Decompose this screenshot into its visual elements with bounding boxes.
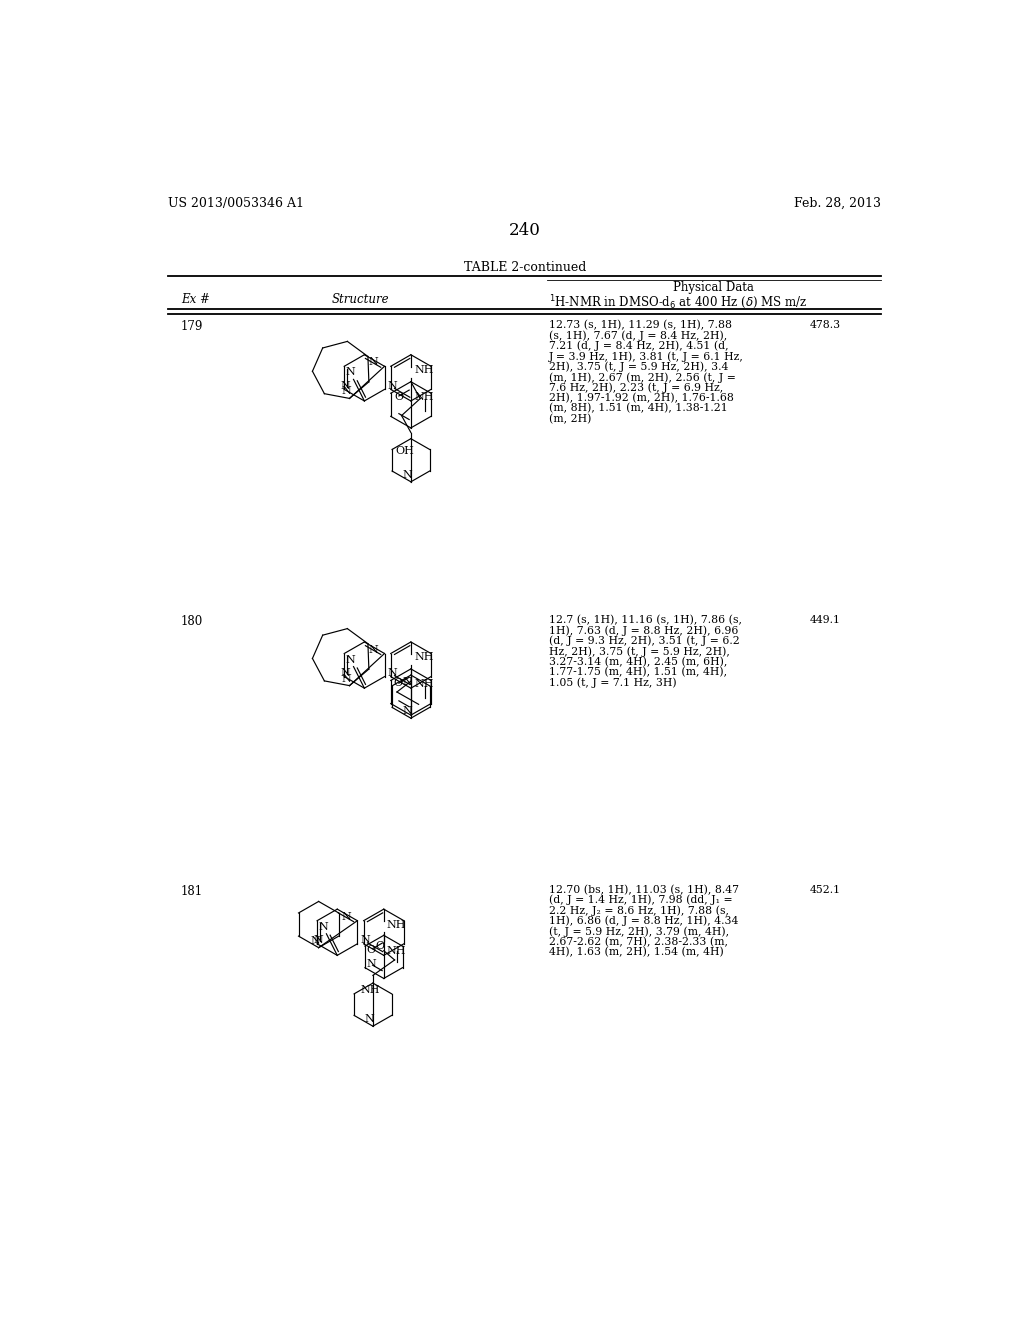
Text: N: N	[342, 912, 351, 921]
Text: N: N	[402, 706, 413, 717]
Text: 2.67-2.62 (m, 7H), 2.38-2.33 (m,: 2.67-2.62 (m, 7H), 2.38-2.33 (m,	[549, 936, 728, 946]
Text: N: N	[360, 935, 370, 945]
Text: TABLE 2-continued: TABLE 2-continued	[464, 261, 586, 273]
Text: 449.1: 449.1	[810, 615, 841, 624]
Text: 2.2 Hz, J₂ = 8.6 Hz, 1H), 7.88 (s,: 2.2 Hz, J₂ = 8.6 Hz, 1H), 7.88 (s,	[549, 906, 729, 916]
Text: N: N	[342, 387, 351, 396]
Text: N: N	[369, 644, 379, 655]
Text: N: N	[310, 936, 321, 945]
Text: NH: NH	[387, 920, 407, 929]
Text: N: N	[402, 677, 413, 688]
Text: 12.70 (bs, 1H), 11.03 (s, 1H), 8.47: 12.70 (bs, 1H), 11.03 (s, 1H), 8.47	[549, 884, 739, 895]
Text: Physical Data: Physical Data	[674, 281, 755, 294]
Text: N: N	[365, 1014, 375, 1024]
Text: NH: NH	[414, 652, 433, 663]
Text: 181: 181	[180, 884, 203, 898]
Text: 7.6 Hz, 2H), 2.23 (t, J = 6.9 Hz,: 7.6 Hz, 2H), 2.23 (t, J = 6.9 Hz,	[549, 383, 723, 393]
Text: OH: OH	[395, 446, 414, 455]
Text: 1H), 6.86 (d, J = 8.8 Hz, 1H), 4.34: 1H), 6.86 (d, J = 8.8 Hz, 1H), 4.34	[549, 916, 738, 927]
Text: 2H), 3.75 (t, J = 5.9 Hz, 2H), 3.4: 2H), 3.75 (t, J = 5.9 Hz, 2H), 3.4	[549, 362, 728, 372]
Text: 180: 180	[180, 615, 203, 628]
Text: N: N	[367, 958, 376, 969]
Text: J = 3.9 Hz, 1H), 3.81 (t, J = 6.1 Hz,: J = 3.9 Hz, 1H), 3.81 (t, J = 6.1 Hz,	[549, 351, 743, 362]
Text: NH: NH	[414, 366, 433, 375]
Text: N: N	[345, 655, 355, 665]
Text: N: N	[387, 668, 397, 677]
Text: 2H), 1.97-1.92 (m, 2H), 1.76-1.68: 2H), 1.97-1.92 (m, 2H), 1.76-1.68	[549, 393, 734, 403]
Text: (d, J = 9.3 Hz, 2H), 3.51 (t, J = 6.2: (d, J = 9.3 Hz, 2H), 3.51 (t, J = 6.2	[549, 636, 739, 647]
Text: (d, J = 1.4 Hz, 1H), 7.98 (dd, J₁ =: (d, J = 1.4 Hz, 1H), 7.98 (dd, J₁ =	[549, 895, 732, 906]
Text: 1.05 (t, J = 7.1 Hz, 3H): 1.05 (t, J = 7.1 Hz, 3H)	[549, 677, 677, 688]
Text: 179: 179	[180, 321, 203, 333]
Text: 4H), 1.63 (m, 2H), 1.54 (m, 4H): 4H), 1.63 (m, 2H), 1.54 (m, 4H)	[549, 946, 724, 957]
Text: N: N	[369, 358, 379, 367]
Text: 3.27-3.14 (m, 4H), 2.45 (m, 6H),: 3.27-3.14 (m, 4H), 2.45 (m, 6H),	[549, 656, 727, 667]
Text: NH: NH	[414, 392, 433, 403]
Text: O: O	[393, 677, 402, 688]
Text: N: N	[342, 673, 351, 684]
Text: Structure: Structure	[332, 293, 389, 306]
Text: N: N	[313, 935, 324, 945]
Text: (m, 8H), 1.51 (m, 4H), 1.38-1.21: (m, 8H), 1.51 (m, 4H), 1.38-1.21	[549, 404, 728, 413]
Text: Feb. 28, 2013: Feb. 28, 2013	[795, 197, 882, 210]
Text: (m, 1H), 2.67 (m, 2H), 2.56 (t, J =: (m, 1H), 2.67 (m, 2H), 2.56 (t, J =	[549, 372, 735, 383]
Text: 478.3: 478.3	[810, 321, 841, 330]
Text: O: O	[376, 941, 384, 952]
Text: (s, 1H), 7.67 (d, J = 8.4 Hz, 2H),: (s, 1H), 7.67 (d, J = 8.4 Hz, 2H),	[549, 330, 727, 341]
Text: Hz, 2H), 3.75 (t, J = 5.9 Hz, 2H),: Hz, 2H), 3.75 (t, J = 5.9 Hz, 2H),	[549, 647, 730, 657]
Text: 240: 240	[509, 222, 541, 239]
Text: N: N	[345, 367, 355, 378]
Text: N: N	[387, 380, 397, 391]
Text: NH: NH	[414, 680, 433, 689]
Text: 1H), 7.63 (d, J = 8.8 Hz, 2H), 6.96: 1H), 7.63 (d, J = 8.8 Hz, 2H), 6.96	[549, 626, 738, 636]
Text: NH: NH	[360, 985, 380, 995]
Text: 12.7 (s, 1H), 11.16 (s, 1H), 7.86 (s,: 12.7 (s, 1H), 11.16 (s, 1H), 7.86 (s,	[549, 615, 741, 626]
Text: N: N	[318, 921, 328, 932]
Text: (t, J = 5.9 Hz, 2H), 3.79 (m, 4H),: (t, J = 5.9 Hz, 2H), 3.79 (m, 4H),	[549, 927, 729, 937]
Text: 452.1: 452.1	[810, 884, 841, 895]
Text: O: O	[366, 945, 375, 954]
Text: O: O	[394, 392, 403, 403]
Text: N: N	[341, 668, 350, 677]
Text: (m, 2H): (m, 2H)	[549, 413, 591, 424]
Text: N: N	[341, 380, 350, 391]
Text: 1.77-1.75 (m, 4H), 1.51 (m, 4H),: 1.77-1.75 (m, 4H), 1.51 (m, 4H),	[549, 667, 727, 677]
Text: US 2013/0053346 A1: US 2013/0053346 A1	[168, 197, 304, 210]
Text: N: N	[402, 470, 413, 480]
Text: 12.73 (s, 1H), 11.29 (s, 1H), 7.88: 12.73 (s, 1H), 11.29 (s, 1H), 7.88	[549, 321, 732, 330]
Text: 7.21 (d, J = 8.4 Hz, 2H), 4.51 (d,: 7.21 (d, J = 8.4 Hz, 2H), 4.51 (d,	[549, 341, 728, 351]
Text: NH: NH	[387, 946, 407, 957]
Text: Ex #: Ex #	[180, 293, 210, 306]
Text: $^{1}$H-NMR in DMSO-d$_{6}$ at 400 Hz ($\delta$) MS m/z: $^{1}$H-NMR in DMSO-d$_{6}$ at 400 Hz ($…	[549, 293, 807, 312]
